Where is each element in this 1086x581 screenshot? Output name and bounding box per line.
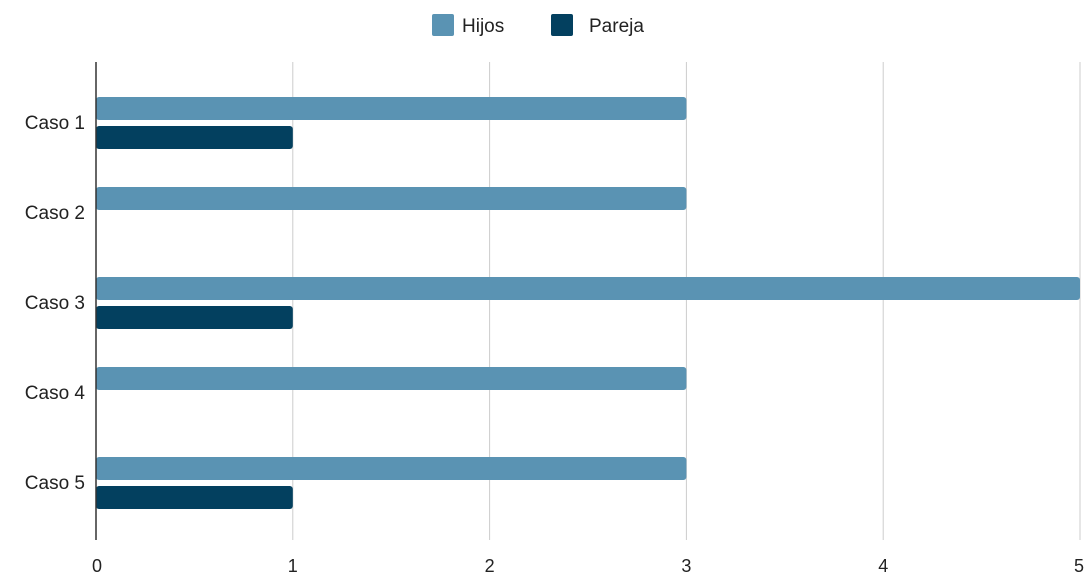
x-tick-label: 4 (878, 556, 888, 576)
x-tick-labels: 0 1 2 3 4 5 (92, 556, 1084, 576)
bar-hijos-4[interactable] (96, 367, 687, 390)
legend-label-pareja[interactable]: Pareja (589, 16, 644, 37)
category-label: Caso 1 (25, 113, 85, 134)
bar-pareja-3[interactable] (96, 306, 293, 329)
x-tick-label: 5 (1074, 556, 1084, 576)
bar-pareja-5[interactable] (96, 486, 293, 509)
x-tick-label: 3 (681, 556, 691, 576)
category-label: Caso 3 (25, 293, 85, 314)
x-tick-label: 1 (288, 556, 298, 576)
legend-swatch-pareja (551, 14, 573, 36)
legend-swatch-hijos (432, 14, 454, 36)
legend[interactable]: Hijos Pareja (432, 14, 644, 37)
bar-hijos-5[interactable] (96, 457, 687, 480)
bar-hijos-3[interactable] (96, 277, 1080, 300)
bar-pareja-1[interactable] (96, 126, 293, 149)
bar-hijos-2[interactable] (96, 187, 687, 210)
category-label: Caso 5 (25, 473, 85, 494)
x-tick-label: 0 (92, 556, 102, 576)
x-tick-label: 2 (485, 556, 495, 576)
category-labels: Caso 1 Caso 2 Caso 3 Caso 4 Caso 5 (25, 113, 86, 494)
bar-hijos-1[interactable] (96, 97, 687, 120)
category-label: Caso 2 (25, 203, 85, 224)
category-label: Caso 4 (25, 383, 86, 404)
legend-label-hijos[interactable]: Hijos (462, 16, 504, 37)
bars (96, 97, 1080, 509)
